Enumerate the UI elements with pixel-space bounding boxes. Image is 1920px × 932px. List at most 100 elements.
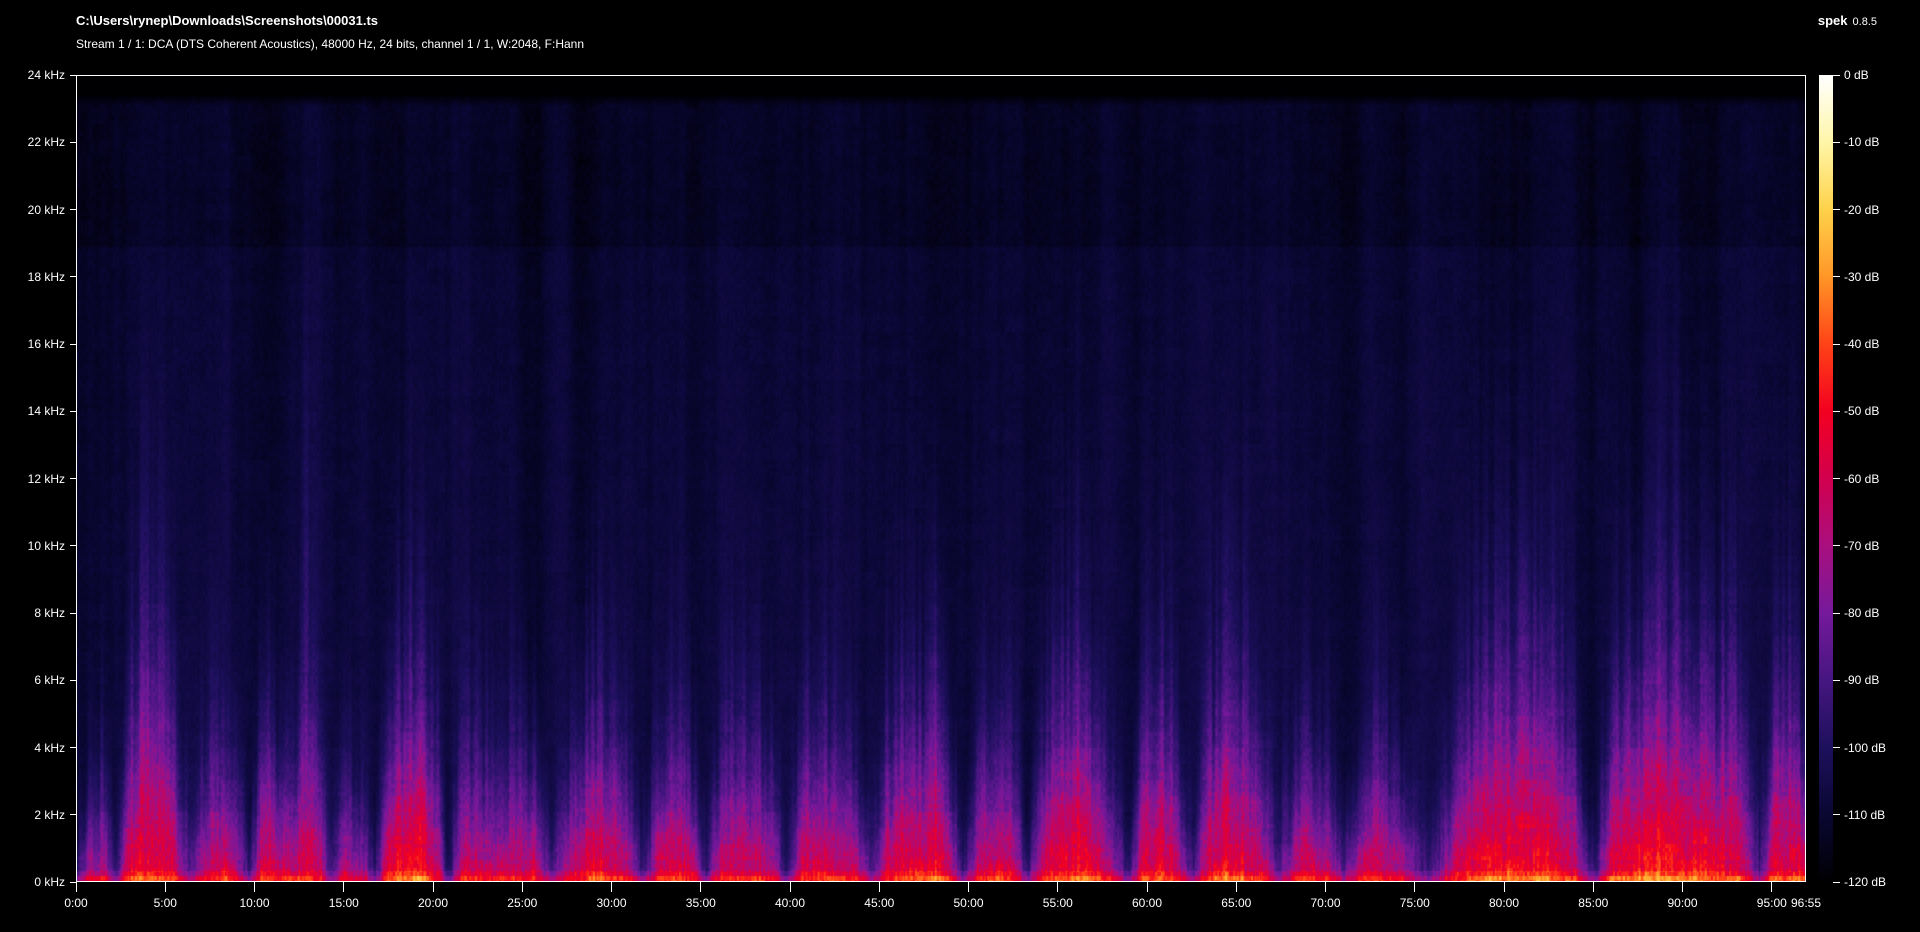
frequency-tick [70, 679, 77, 681]
time-tick-label: 60:00 [1131, 896, 1163, 910]
time-tick [1682, 882, 1683, 892]
spectrogram-plot [76, 75, 1806, 882]
frequency-tick [70, 612, 77, 614]
time-tick-label: 30:00 [596, 896, 627, 910]
spectrogram-canvas [77, 76, 1805, 881]
app-brand: spek 0.8.5 [1818, 13, 1877, 28]
db-tick-label: 0 dB [1844, 68, 1869, 82]
app-name: spek [1817, 13, 1848, 28]
frequency-tick-label: 12 kHz [27, 471, 65, 486]
time-tick-label: 35:00 [685, 896, 716, 910]
frequency-tick [70, 881, 77, 883]
time-tick [1414, 882, 1416, 892]
time-tick-label: 15:00 [328, 896, 359, 910]
db-tick-label: -80 dB [1844, 606, 1880, 620]
time-tick [968, 882, 969, 892]
frequency-tick [70, 545, 77, 547]
time-tick-label: 25:00 [507, 896, 538, 910]
db-tick [1833, 814, 1840, 816]
colorbar-gradient [1819, 75, 1833, 882]
frequency-tick [70, 478, 77, 479]
time-tick [1057, 882, 1059, 892]
frequency-tick [70, 276, 77, 278]
frequency-tick-label: 8 kHz [34, 606, 65, 620]
db-tick [1833, 410, 1840, 412]
frequency-tick [70, 747, 77, 748]
time-tick [432, 882, 434, 892]
app-version: 0.8.5 [1852, 16, 1877, 28]
time-tick [789, 882, 791, 892]
db-tick [1833, 747, 1840, 748]
time-tick [343, 882, 345, 892]
time-tick [75, 882, 77, 892]
time-tick-label: 45:00 [864, 896, 895, 910]
db-tick [1833, 74, 1840, 76]
db-tick-label: -50 dB [1844, 404, 1880, 419]
time-tick [164, 882, 166, 892]
frequency-tick-label: 24 kHz [27, 68, 65, 82]
time-tick [1235, 882, 1237, 892]
db-tick [1833, 679, 1840, 681]
time-tick [1146, 882, 1148, 892]
time-tick [878, 882, 880, 892]
db-tick-label: -40 dB [1844, 337, 1880, 351]
stream-info: Stream 1 / 1: DCA (DTS Coherent Acoustic… [76, 37, 585, 51]
time-tick-label: 40:00 [774, 896, 806, 910]
frequency-tick [70, 343, 77, 345]
frequency-tick-label: 18 kHz [27, 269, 65, 284]
time-tick-label: 95:00 [1756, 896, 1787, 910]
time-tick [1771, 882, 1773, 892]
time-tick-label: 10:00 [239, 896, 270, 910]
db-tick-label: -90 dB [1844, 673, 1880, 688]
frequency-tick-label: 10 kHz [27, 538, 65, 553]
db-tick-label: -110 dB [1844, 807, 1886, 822]
db-tick [1833, 209, 1840, 210]
db-tick-label: -120 dB [1844, 875, 1887, 889]
time-tick-label: 75:00 [1399, 896, 1430, 910]
frequency-tick [70, 814, 77, 816]
frequency-tick-label: 6 kHz [34, 673, 65, 688]
db-tick-label: -20 dB [1844, 202, 1880, 217]
time-tick [521, 882, 523, 892]
db-tick-label: -60 dB [1844, 471, 1880, 486]
time-tick [1592, 882, 1594, 892]
time-tick-label: 80:00 [1488, 896, 1520, 910]
frequency-tick [70, 209, 77, 210]
db-tick [1833, 478, 1840, 479]
frequency-tick-label: 16 kHz [27, 337, 65, 351]
db-tick-label: -100 dB [1844, 740, 1887, 755]
time-tick-label: 20:00 [417, 896, 449, 910]
time-tick-label: 55:00 [1042, 896, 1073, 910]
time-tick-label: 70:00 [1310, 896, 1341, 910]
db-tick [1833, 343, 1840, 345]
time-tick-label: 65:00 [1221, 896, 1252, 910]
frequency-tick-label: 22 kHz [27, 135, 65, 150]
db-tick [1833, 612, 1840, 614]
db-tick [1833, 141, 1840, 143]
time-tick-label: 0:00 [64, 896, 88, 910]
db-tick-label: -70 dB [1844, 538, 1880, 553]
time-tick [254, 882, 255, 892]
frequency-tick [70, 141, 77, 143]
frequency-tick-label: 0 kHz [34, 875, 65, 889]
time-tick [1325, 882, 1326, 892]
db-tick [1833, 545, 1840, 547]
db-tick [1833, 881, 1840, 883]
file-path-title: C:\Users\rynep\Downloads\Screenshots\000… [76, 13, 379, 28]
frequency-tick-label: 14 kHz [27, 404, 65, 419]
frequency-tick-label: 2 kHz [34, 807, 65, 822]
frequency-tick [70, 410, 77, 412]
time-tick-label: 90:00 [1667, 896, 1698, 910]
time-tick [611, 882, 612, 892]
time-tick [1503, 882, 1505, 892]
duration-end-label: 96:55 [1790, 896, 1822, 910]
frequency-tick [70, 74, 77, 76]
time-tick [700, 882, 702, 892]
frequency-tick-label: 4 kHz [34, 740, 65, 755]
time-tick-label: 5:00 [153, 896, 177, 910]
db-tick-label: -30 dB [1844, 269, 1880, 284]
db-tick-label: -10 dB [1844, 135, 1880, 150]
time-tick-label: 50:00 [953, 896, 984, 910]
frequency-tick-label: 20 kHz [27, 202, 65, 217]
